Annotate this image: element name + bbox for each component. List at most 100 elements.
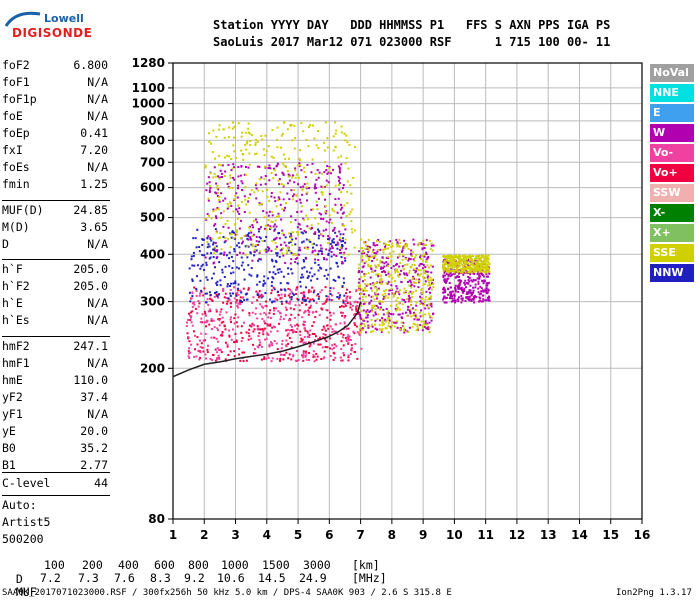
echo-point	[216, 284, 219, 287]
echo-point	[308, 352, 311, 355]
echo-point	[412, 251, 415, 254]
echo-point	[273, 229, 276, 232]
echo-point	[372, 248, 375, 251]
echo-point	[280, 248, 283, 251]
echo-point	[259, 237, 262, 240]
logo-digisonde-text: DIGISONDE	[12, 26, 93, 40]
echo-point	[416, 327, 419, 330]
echo-point	[187, 350, 190, 353]
echo-point	[187, 336, 190, 339]
echo-point	[217, 208, 220, 211]
echo-point	[281, 171, 284, 174]
echo-point	[232, 121, 235, 124]
echo-point	[341, 261, 344, 264]
echo-point	[303, 310, 306, 313]
echo-point	[407, 305, 410, 308]
echo-point	[332, 238, 335, 241]
echo-point	[342, 305, 345, 308]
echo-point	[487, 298, 490, 301]
echo-point	[285, 329, 288, 332]
echo-point	[388, 317, 391, 320]
echo-point	[255, 138, 258, 141]
param-row: h`F 205.0	[2, 262, 108, 279]
echo-point	[260, 202, 263, 205]
echo-point	[430, 242, 433, 245]
echo-point	[241, 188, 244, 191]
echo-point	[426, 257, 429, 260]
echo-point	[320, 267, 323, 270]
echo-point	[248, 335, 251, 338]
echo-point	[289, 288, 292, 291]
echo-point	[353, 246, 356, 249]
echo-point	[308, 341, 311, 344]
echo-point	[288, 337, 291, 340]
echo-point	[485, 287, 488, 290]
echo-point	[364, 241, 367, 244]
echo-point	[480, 300, 483, 303]
echo-point	[303, 295, 306, 298]
echo-point	[287, 332, 290, 335]
echo-point	[384, 242, 387, 245]
echo-point	[269, 330, 272, 333]
echo-point	[278, 255, 281, 258]
echo-point	[444, 281, 447, 284]
echo-point	[263, 320, 266, 323]
echo-point	[237, 302, 240, 305]
echo-point	[232, 282, 235, 285]
echo-point	[341, 187, 344, 190]
echo-point	[475, 267, 478, 270]
echo-point	[264, 292, 267, 295]
echo-point	[327, 253, 330, 256]
echo-point	[195, 294, 198, 297]
echo-point	[409, 304, 412, 307]
echo-point	[365, 312, 368, 315]
echo-point	[355, 288, 358, 291]
echo-point	[207, 214, 210, 217]
trace-line	[172, 301, 362, 378]
echo-point	[317, 263, 320, 266]
echo-point	[290, 325, 293, 328]
echo-point	[254, 184, 257, 187]
echo-point	[282, 275, 285, 278]
echo-point	[308, 238, 311, 241]
echo-point	[203, 321, 206, 324]
echo-point	[232, 236, 235, 239]
echo-point	[403, 328, 406, 331]
echo-point	[332, 358, 335, 361]
echo-point	[367, 324, 370, 327]
echo-point	[443, 291, 446, 294]
panel-separator	[2, 472, 110, 473]
echo-point	[282, 185, 285, 188]
echo-point	[267, 167, 270, 170]
echo-point	[298, 304, 301, 307]
echo-point	[311, 311, 314, 314]
echo-point	[288, 198, 291, 201]
echo-point	[298, 165, 301, 168]
param-row: foF1 N/A	[2, 75, 108, 92]
echo-point	[406, 274, 409, 277]
echo-point	[200, 332, 203, 335]
echo-point	[372, 282, 375, 285]
echo-point	[401, 317, 404, 320]
echo-point	[354, 317, 357, 320]
echo-point	[484, 299, 487, 302]
echo-point	[327, 327, 330, 330]
echo-point	[321, 303, 324, 306]
echo-point	[404, 291, 407, 294]
echo-point	[303, 166, 306, 169]
echo-point	[445, 259, 448, 262]
echo-point	[240, 149, 243, 152]
echo-point	[484, 262, 487, 265]
echo-point	[331, 241, 334, 244]
echo-point	[360, 317, 363, 320]
echo-point	[402, 247, 405, 250]
echo-point	[428, 281, 431, 284]
echo-point	[276, 291, 279, 294]
echo-point	[361, 252, 364, 255]
echo-point	[424, 244, 427, 247]
echo-point	[228, 155, 231, 158]
echo-point	[403, 287, 406, 290]
legend-item-w: W	[650, 124, 694, 142]
echo-point	[368, 259, 371, 262]
echo-point	[220, 212, 223, 215]
